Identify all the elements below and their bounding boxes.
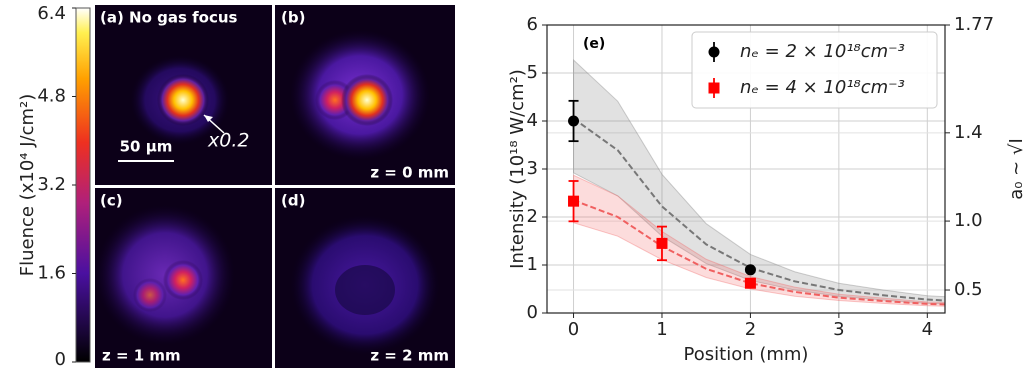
panel-label: (d) xyxy=(281,192,305,210)
legend-label: nₑ = 4 × 10¹⁸cm⁻³ xyxy=(740,77,905,98)
colorbar-tick-label: 4.8 xyxy=(37,86,66,107)
y-tick-label: 1 xyxy=(527,254,538,275)
y2-tick-label: 1.77 xyxy=(954,14,994,35)
panel-a: (a) No gas focus 50 μm x0.2 xyxy=(95,5,272,185)
fit-line xyxy=(572,117,946,302)
colorbar-tick-label: 0 xyxy=(55,349,66,368)
chart: 0 1 2 3 4 5 6 0 1 2 3 4 0.5 1.0 1.4 1.77 nₑ = 2 × 10¹⁸cm… xyxy=(527,14,995,340)
y2-tick-label: 1.4 xyxy=(954,122,983,143)
y-tick-label: 2 xyxy=(527,206,538,227)
data-point xyxy=(744,264,756,276)
legend-marker xyxy=(708,82,720,94)
y-tick-label: 6 xyxy=(527,14,538,35)
legend xyxy=(691,31,938,109)
colorbar-tick-label: 3.2 xyxy=(37,174,66,195)
panel-label: (e) xyxy=(583,36,605,52)
x-axis-label: Position (mm) xyxy=(684,344,809,365)
panel-d: (d) z = 2 mm xyxy=(275,188,455,368)
x-tick-label: 4 xyxy=(922,319,933,340)
y2-tick-label: 1.0 xyxy=(954,210,983,231)
y-tick-label: 3 xyxy=(527,158,538,179)
panel-b: (b) z = 0 mm xyxy=(275,5,455,185)
data-point xyxy=(744,277,756,289)
scale-bar-label: 50 μm xyxy=(120,138,173,156)
y-tick-label: 0 xyxy=(527,302,538,323)
annotation: x0.2 xyxy=(207,130,249,152)
y2-axis-label: a₀ ~ √I xyxy=(1006,138,1027,200)
fit-line xyxy=(573,199,946,306)
colorbar xyxy=(75,7,91,363)
data-point xyxy=(568,115,580,127)
legend-label: nₑ = 2 × 10¹⁸cm⁻³ xyxy=(740,41,905,62)
y-tick-label: 4 xyxy=(527,110,538,131)
colorbar-tick-label: 6.4 xyxy=(37,3,66,24)
x-tick-label: 1 xyxy=(656,319,667,340)
legend-marker xyxy=(708,46,720,58)
panel-c: (c) z = 1 mm xyxy=(95,188,272,368)
panel-z-label: z = 0 mm xyxy=(370,164,449,182)
x-tick-label: 3 xyxy=(833,319,844,340)
panel-label: (b) xyxy=(281,9,305,27)
panel-z-label: z = 2 mm xyxy=(370,347,449,365)
panel-label: (c) xyxy=(100,192,123,210)
colorbar-tick-label: 1.6 xyxy=(37,263,66,284)
colorbar-label: Fluence (x10⁴ J/cm²) xyxy=(17,94,38,277)
panel-label: (a) No gas focus xyxy=(100,9,238,27)
data-point xyxy=(568,195,580,207)
x-tick-label: 0 xyxy=(568,319,579,340)
y-axis-label: Intensity (10¹⁸ W/cm²) xyxy=(507,69,528,269)
y2-tick-label: 0.5 xyxy=(954,279,983,300)
data-point xyxy=(656,237,668,249)
y-tick-label: 5 xyxy=(527,62,538,83)
panel-z-label: z = 1 mm xyxy=(102,347,181,365)
x-tick-label: 2 xyxy=(745,319,756,340)
